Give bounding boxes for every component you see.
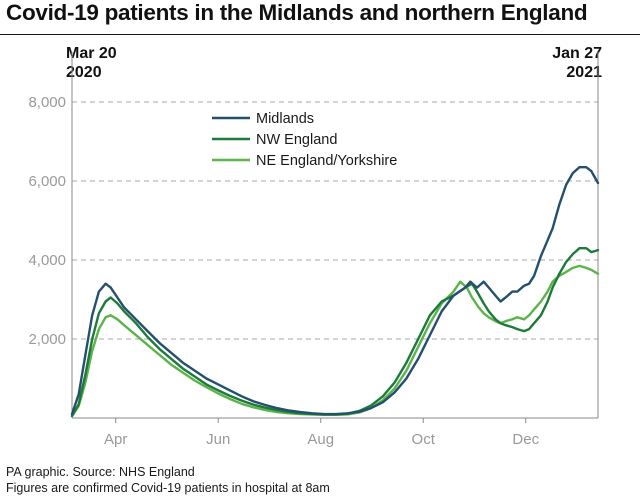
end-date-month-day: Jan 27: [552, 45, 602, 62]
x-tick-label: Apr: [104, 431, 127, 448]
end-date-label: Jan 27 2021: [552, 44, 602, 82]
axes: 2,000 4,000 6,000 8,000 Apr Jun Aug Oct Dec: [28, 52, 599, 448]
legend: Midlands NW England NE England/Yorkshire: [212, 111, 397, 169]
title-rule: [0, 34, 640, 35]
start-date-month-day: Mar 20: [66, 45, 117, 62]
y-tick-label: 4,000: [28, 252, 66, 269]
x-tick-label: Oct: [412, 431, 436, 448]
legend-label-nw-england: NW England: [256, 132, 337, 148]
x-tick-label: Jun: [206, 431, 230, 448]
x-tick-label: Dec: [512, 431, 539, 448]
end-date-year: 2021: [566, 64, 602, 81]
y-tick-label: 2,000: [28, 331, 66, 348]
y-tick-label: 6,000: [28, 173, 66, 190]
gridlines: [72, 101, 598, 340]
start-date-label: Mar 20 2020: [66, 44, 117, 82]
series-lines: [70, 166, 600, 418]
start-date-year: 2020: [66, 64, 102, 81]
legend-label-midlands: Midlands: [256, 111, 314, 127]
series-line-midlands: [70, 166, 600, 416]
figures-note: Figures are confirmed Covid-19 patients …: [6, 481, 330, 495]
y-tick-label: 8,000: [28, 94, 66, 111]
series-line-nw-england: [70, 247, 600, 418]
series-line-ne-england-yorkshire: [70, 264, 600, 418]
x-tick-label: Aug: [307, 431, 334, 448]
source-note: PA graphic. Source: NHS England: [6, 465, 195, 479]
legend-label-ne-england-yorkshire: NE England/Yorkshire: [256, 153, 397, 169]
chart-title: Covid-19 patients in the Midlands and no…: [6, 0, 588, 25]
